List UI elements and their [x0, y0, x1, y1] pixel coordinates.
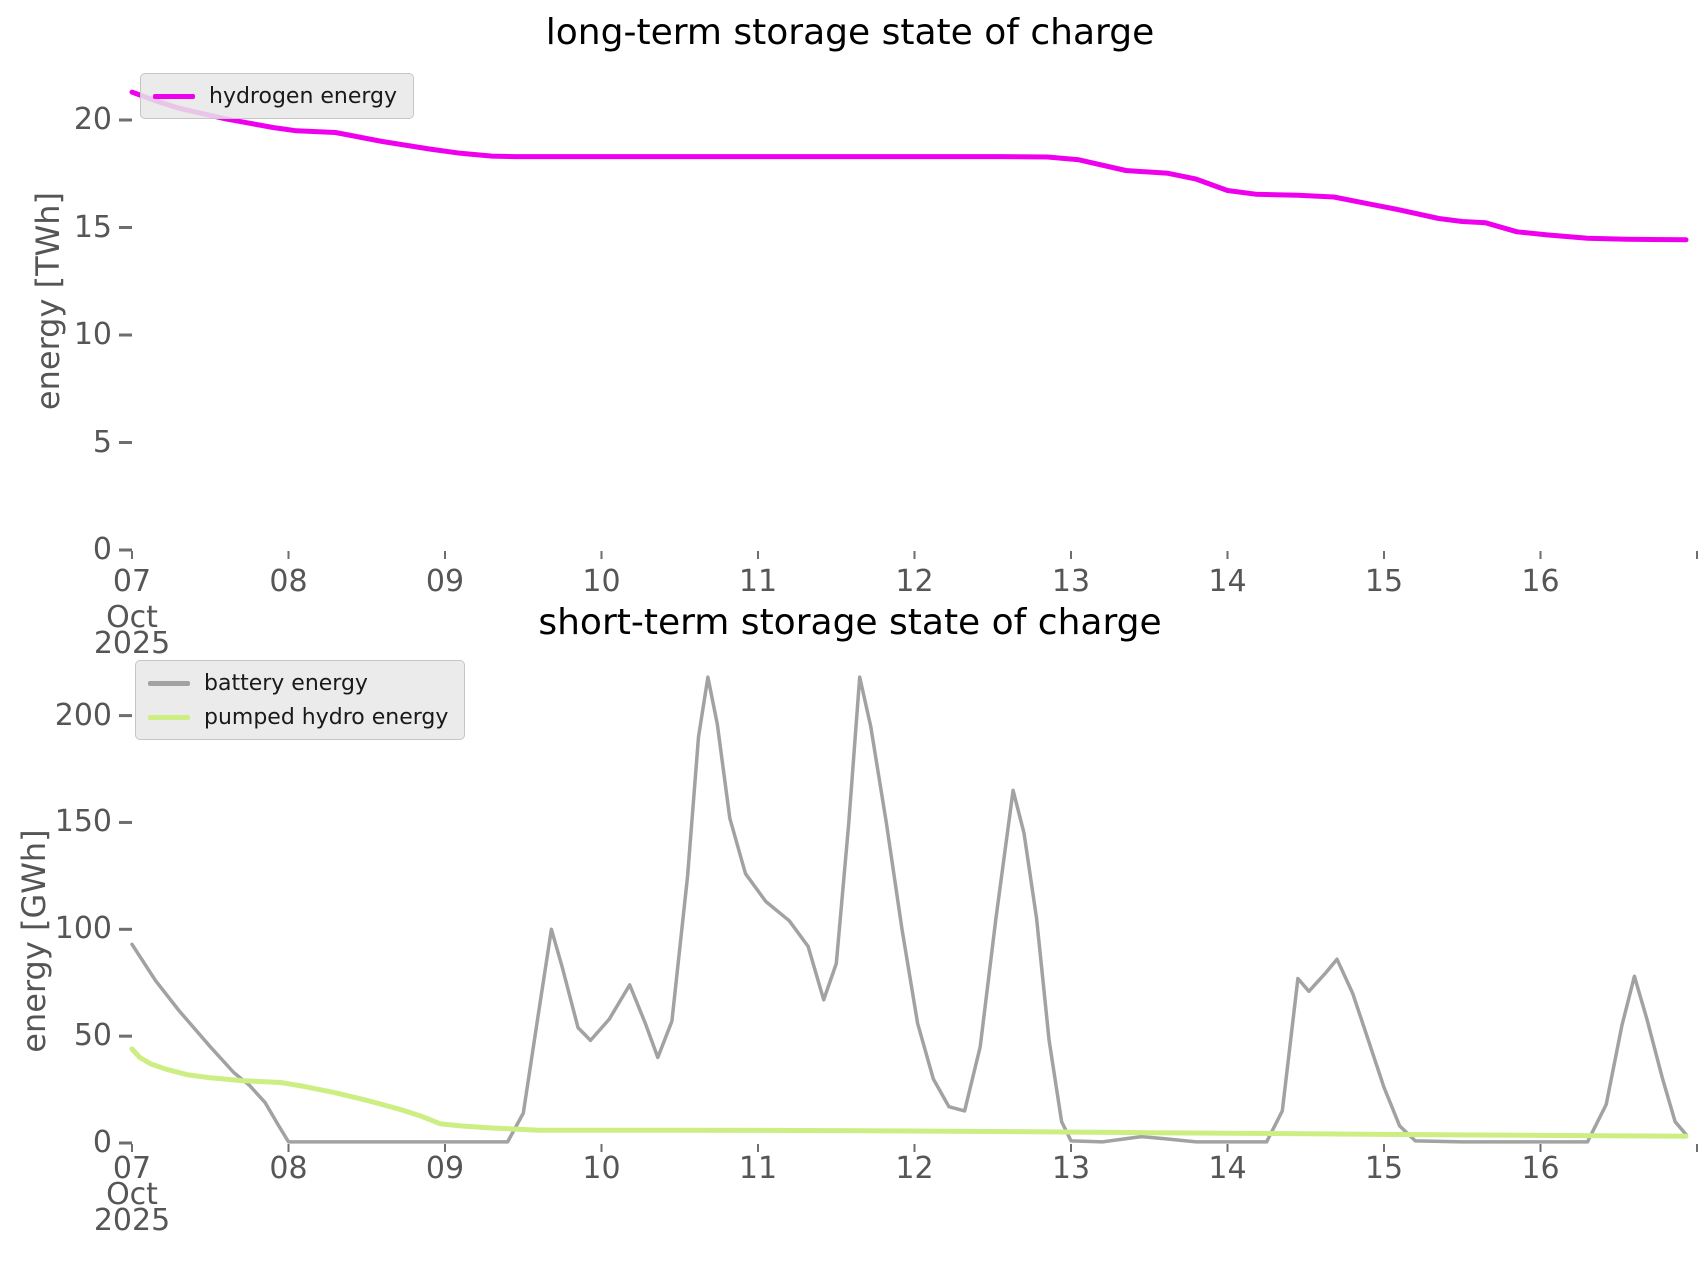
y-tick-label: 5: [92, 424, 112, 460]
hydrogen-energy-line: [129, 89, 1689, 243]
y-tick-label: 15: [73, 209, 112, 245]
x-tick-label: 08: [269, 1151, 308, 1186]
x-tick-label: 14: [1208, 1151, 1247, 1186]
x-tick-label: 16: [1521, 564, 1560, 599]
x-tick-label: 09: [425, 1151, 465, 1186]
x-tick-label: 07: [112, 564, 152, 599]
x-tick-label: 13: [1051, 1151, 1091, 1186]
legend-item-battery: battery energy: [148, 668, 448, 698]
x-tick-label: 11: [738, 564, 778, 599]
legend-item-pumped-hydro: pumped hydro energy: [148, 702, 448, 732]
legend-label-battery: battery energy: [204, 670, 368, 696]
x-tick-label: 15: [1364, 564, 1404, 599]
x-tick-label: 13: [1051, 564, 1091, 599]
chart-title-short-term: short-term storage state of charge: [538, 602, 1162, 643]
y-tick-label: 100: [54, 911, 112, 947]
y-tick-label: 50: [73, 1018, 112, 1054]
x-tick-label: 11: [738, 1151, 778, 1186]
y-tick-label: 0: [92, 1125, 112, 1160]
battery-energy-line: [130, 675, 1688, 1144]
legend-long-term: hydrogen energy: [140, 73, 415, 119]
y-tick-label: 200: [54, 697, 112, 733]
x-tick-label: 15: [1364, 1151, 1404, 1186]
y-tick-label: 20: [73, 102, 112, 137]
x-tick-label: 08: [269, 564, 308, 599]
legend-label-hydrogen: hydrogen energy: [209, 83, 398, 109]
x-tick-label: 12: [895, 564, 934, 599]
legend-item-hydrogen: hydrogen energy: [153, 81, 397, 111]
legend-label-pumped-hydro: pumped hydro energy: [204, 704, 449, 730]
legend-short-term: battery energy pumped hydro energy: [135, 660, 466, 740]
x-axis-year-label: 2025: [93, 1203, 171, 1238]
pumped-hydro-energy-line: [129, 1046, 1689, 1139]
y-tick-label: 10: [73, 317, 112, 352]
chart-title-long-term: long-term storage state of charge: [545, 12, 1155, 53]
x-tick-label: 12: [895, 1151, 934, 1186]
x-tick-label: 10: [582, 1151, 621, 1186]
x-tick-label: 10: [582, 564, 621, 599]
y-tick-label: 150: [54, 804, 112, 840]
x-axis-month-label: Oct: [106, 1177, 158, 1212]
pumped-hydro-line-swatch: [148, 714, 190, 720]
battery-line-swatch: [148, 680, 190, 686]
x-tick-label: 07: [112, 1151, 152, 1186]
x-tick-label: 14: [1208, 564, 1247, 599]
x-tick-label: 16: [1521, 1151, 1560, 1186]
y-tick-label: 0: [92, 532, 112, 567]
hydrogen-line-swatch: [153, 93, 195, 99]
x-axis-month-label: Oct: [106, 600, 158, 635]
x-axis-year-label: 2025: [93, 626, 171, 661]
x-tick-label: 09: [425, 564, 465, 599]
